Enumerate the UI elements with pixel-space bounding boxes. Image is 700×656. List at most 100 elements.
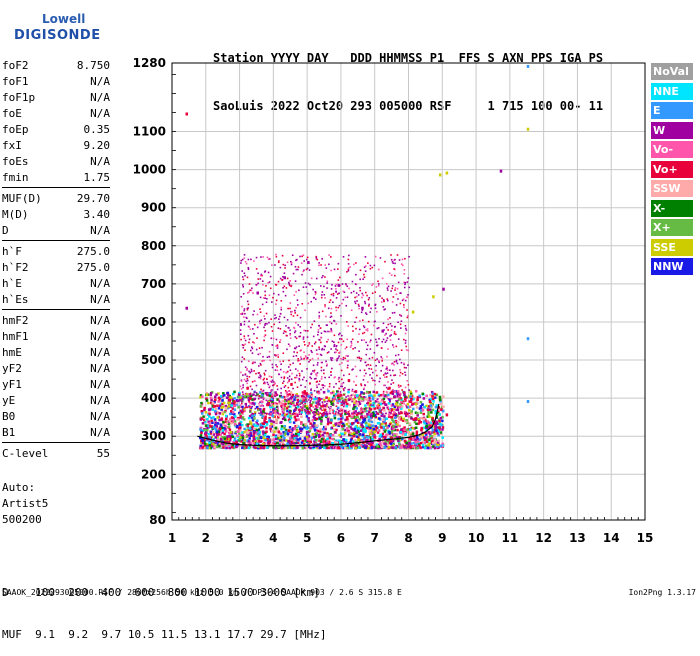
echo-point	[251, 402, 254, 405]
echo-point	[313, 421, 316, 425]
echo-point	[315, 405, 317, 407]
echo-point	[270, 429, 274, 433]
direction-legend: NoVal NNE E W Vo- Vo+ SSW X- X+ SSE NNW	[651, 63, 693, 278]
echo-point	[346, 413, 349, 415]
echo-point	[266, 322, 268, 325]
echo-point	[248, 446, 252, 449]
echo-point	[405, 296, 408, 298]
echo-point	[372, 427, 376, 431]
echo-point	[387, 408, 390, 411]
echo-point	[350, 340, 353, 343]
echo-point	[241, 284, 244, 286]
echo-point	[309, 412, 311, 415]
echo-point	[395, 413, 397, 415]
echo-marker	[361, 306, 364, 310]
echo-point	[310, 394, 314, 398]
echo-point	[294, 330, 297, 332]
echo-point	[227, 431, 231, 435]
param-value: N/A	[90, 378, 110, 391]
echo-point	[377, 268, 380, 271]
echo-point	[341, 362, 343, 364]
echo-point	[334, 431, 337, 434]
echo-point	[433, 441, 437, 444]
echo-point	[401, 399, 404, 403]
echo-point	[406, 430, 410, 433]
echo-marker	[185, 112, 189, 116]
echo-point	[369, 419, 373, 422]
echo-point	[260, 388, 262, 391]
echo-point	[284, 405, 286, 407]
echo-point	[245, 262, 248, 265]
echo-point	[397, 417, 401, 421]
echo-point	[401, 431, 405, 435]
echo-point	[396, 428, 399, 432]
echo-point	[305, 411, 308, 414]
echo-point	[313, 413, 316, 416]
echo-point	[220, 417, 224, 420]
echo-point	[352, 407, 355, 411]
echo-point	[253, 444, 257, 448]
echo-point	[224, 406, 228, 410]
echo-point	[345, 411, 348, 414]
echo-point	[239, 410, 242, 412]
echo-point	[331, 398, 335, 401]
echo-point	[239, 329, 242, 331]
echo-point	[337, 279, 340, 281]
echo-point	[380, 301, 383, 303]
echo-point	[333, 268, 336, 271]
echo-point	[428, 425, 431, 429]
echo-point	[271, 402, 273, 405]
param-name: hmF1	[2, 330, 29, 343]
echo-point	[318, 397, 321, 399]
echo-point	[292, 446, 296, 450]
echo-point	[308, 438, 312, 441]
echo-point	[278, 414, 281, 417]
echo-point	[211, 421, 214, 425]
echo-point	[434, 425, 438, 429]
param-row: h`E N/A	[2, 276, 110, 292]
echo-point	[249, 398, 252, 401]
echo-point	[267, 392, 271, 395]
echo-point	[336, 399, 339, 401]
echo-point	[362, 419, 366, 422]
echo-point	[316, 258, 319, 261]
echo-point	[200, 439, 203, 443]
echo-point	[296, 446, 299, 449]
echo-point	[290, 260, 292, 263]
echo-point	[220, 445, 223, 448]
echo-point	[350, 309, 353, 312]
echo-point	[343, 444, 347, 448]
logo-line-1: Lowell	[42, 12, 86, 26]
param-value: N/A	[90, 91, 110, 104]
echo-point	[305, 436, 309, 439]
echo-point	[224, 442, 228, 446]
echo-point	[315, 256, 318, 259]
echo-point	[327, 397, 331, 400]
echo-point	[248, 326, 250, 328]
echo-point	[217, 392, 220, 395]
echo-point	[308, 342, 311, 344]
echo-point	[307, 419, 311, 423]
echo-point	[242, 344, 245, 347]
echo-point	[243, 323, 246, 326]
echo-point	[424, 444, 428, 448]
echo-point	[311, 323, 314, 326]
echo-point	[308, 399, 310, 401]
echo-point	[226, 393, 230, 397]
echo-point	[315, 400, 318, 403]
echo-point	[236, 416, 240, 420]
echo-point	[274, 393, 276, 396]
echo-point	[404, 410, 406, 413]
echo-point	[291, 396, 294, 398]
echo-point	[389, 409, 392, 411]
echo-point	[223, 410, 226, 414]
echo-point	[390, 258, 393, 261]
y-tick-label: 1100	[133, 125, 166, 139]
echo-point	[244, 339, 247, 342]
echo-point	[368, 436, 372, 439]
echo-point	[389, 339, 392, 341]
echo-point	[315, 431, 319, 435]
echo-point	[243, 430, 246, 434]
echo-point	[327, 406, 330, 409]
echo-point	[402, 417, 406, 421]
